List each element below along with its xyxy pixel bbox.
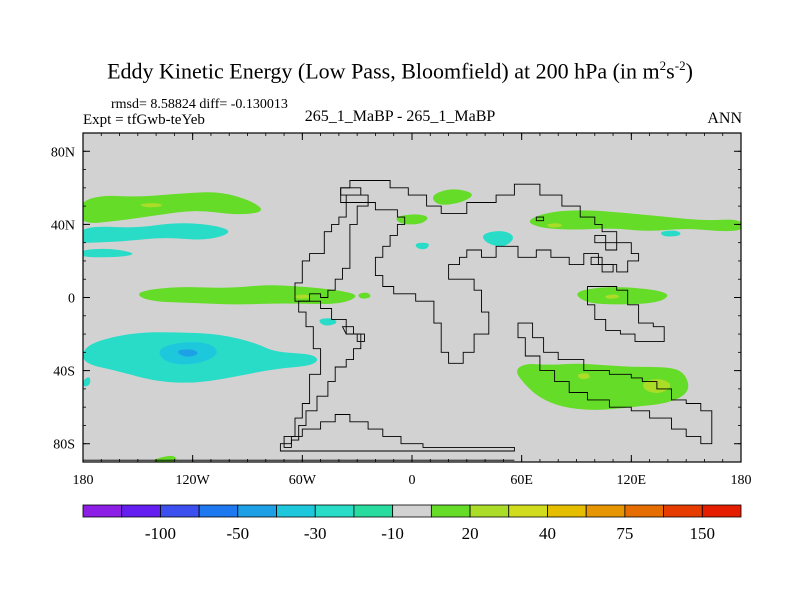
- colorbar-label: 20: [462, 524, 479, 543]
- colorbar-labels: -100 -50 -30 -10 20 40 75 150: [145, 524, 715, 543]
- eq-indian-yellow-spot: [605, 294, 619, 299]
- pacific-islands-outline: [594, 234, 618, 251]
- colorbar-label: -100: [145, 524, 176, 543]
- contour-fields: [83, 189, 741, 462]
- nh-asia-yellow-spot: [547, 223, 562, 228]
- colorbar-swatch: [276, 504, 316, 518]
- colorbar-swatch: [701, 504, 742, 518]
- east-asia-outline: [590, 256, 614, 273]
- colorbar-swatch: [392, 504, 432, 518]
- y-tick-label: 80N: [51, 145, 75, 160]
- colorbar-swatch: [508, 504, 548, 518]
- sh-continent-outline: [517, 322, 713, 445]
- colorbar-label: 75: [616, 524, 633, 543]
- y-tick-label: 40S: [53, 365, 75, 380]
- colorbar-swatch: [237, 504, 277, 518]
- nh-africa-green: [433, 189, 472, 205]
- africa-eurasia-outline: [340, 180, 640, 364]
- x-tick-label: 60W: [289, 473, 317, 488]
- colorbar-swatch: [314, 504, 355, 518]
- sh-teal-spot: [119, 351, 138, 356]
- colorbar: [82, 504, 742, 518]
- australia-outline: [587, 286, 665, 342]
- expt-label: Expt = tfGwb-teYeb: [83, 112, 205, 128]
- chart-title: Eddy Kinetic Energy (Low Pass, Bloomfiel…: [107, 58, 693, 84]
- sh-atlantic-teal: [319, 318, 337, 326]
- japan-outline: [535, 216, 545, 222]
- colorbar-label: -50: [226, 524, 249, 543]
- continent-outlines: [83, 180, 713, 461]
- colorbar-swatch: [430, 504, 471, 518]
- north-america-outline: [294, 187, 369, 302]
- colorbar-swatch: [663, 504, 703, 518]
- nh-asia-green-band: [529, 210, 741, 232]
- colorbar-swatch: [353, 504, 394, 518]
- x-tick-label: 120E: [617, 473, 647, 488]
- colorbar-swatch: [82, 504, 123, 518]
- x-tick-label: 180: [73, 473, 94, 488]
- colorbar-swatch: [547, 504, 587, 518]
- nh-pacific-green-band: [83, 192, 262, 223]
- sh-pacific-blue-core: [177, 349, 198, 357]
- y-tick-label: 80S: [53, 438, 75, 453]
- nh-teal-band-south: [83, 248, 133, 258]
- colorbar-label: 150: [690, 524, 716, 543]
- y-tick-label: 40N: [51, 218, 75, 233]
- nh-asia-teal: [483, 231, 513, 247]
- colorbar-swatch: [585, 504, 626, 518]
- nh-teal-band-west: [83, 223, 229, 243]
- colorbar-swatch: [624, 504, 664, 518]
- sh-west-teal: [83, 377, 91, 387]
- y-tick-label: 0: [68, 292, 75, 307]
- rmsd-text: rmsd= 8.58824 diff= -0.130013: [111, 97, 288, 112]
- colorbar-swatch: [121, 504, 161, 518]
- x-tick-label: 180: [731, 473, 752, 488]
- x-tick-label: 120W: [176, 473, 211, 488]
- y-axis: 80N 40N 0 40S 80S: [51, 132, 741, 463]
- eq-pacific-green: [139, 285, 356, 305]
- x-tick-label: 60E: [510, 473, 533, 488]
- eq-indian-green: [577, 287, 668, 305]
- antarctic-ridge-outline: [279, 414, 515, 452]
- colorbar-label: -10: [381, 524, 404, 543]
- colorbar-label: -30: [304, 524, 327, 543]
- sh-indian-green-band: [517, 363, 689, 410]
- nh-pacific-teal-east: [660, 230, 681, 237]
- colorbar-swatch: [198, 504, 239, 518]
- sh-indian-yellow-spot-west: [577, 373, 590, 380]
- season-label: ANN: [707, 110, 742, 127]
- case-label: 265_1_MaBP - 265_1_MaBP: [304, 108, 496, 125]
- x-axis: 180 120W 60W 0 60E 120E 180: [73, 133, 752, 488]
- eq-atlantic-green-spot: [358, 292, 371, 299]
- colorbar-swatch: [469, 504, 510, 518]
- madagascar-outline: [341, 326, 365, 342]
- nh-pacific-yellow-spot: [140, 203, 163, 208]
- x-tick-label: 0: [409, 473, 416, 488]
- colorbar-label: 40: [539, 524, 556, 543]
- colorbar-swatch: [160, 504, 200, 518]
- nh-europe-teal: [415, 242, 429, 250]
- eq-pacific-yellow-spot: [295, 294, 311, 299]
